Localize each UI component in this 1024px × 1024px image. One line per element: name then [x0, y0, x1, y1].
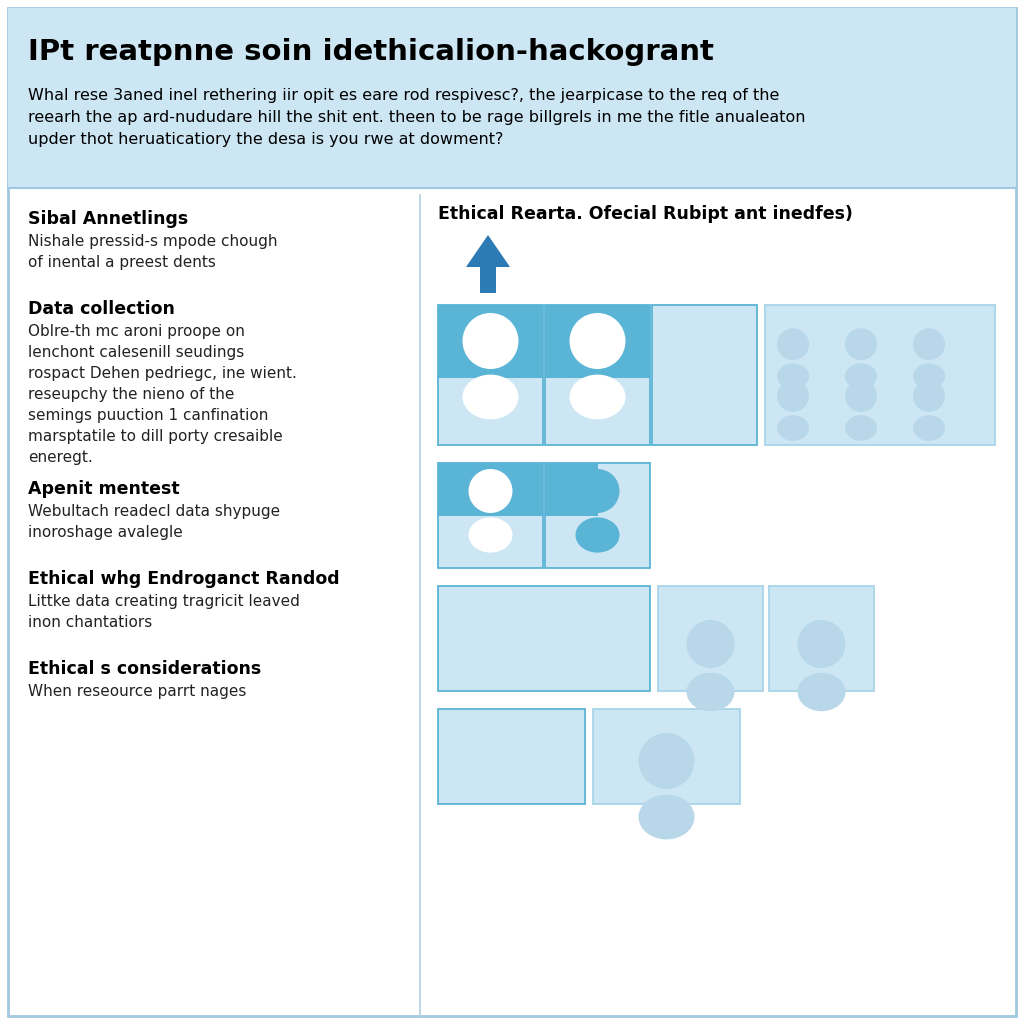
- Circle shape: [845, 380, 877, 412]
- Bar: [545, 305, 650, 445]
- Bar: [593, 709, 740, 804]
- Bar: [765, 305, 995, 445]
- Bar: [652, 305, 757, 445]
- Bar: [438, 463, 543, 515]
- Bar: [438, 709, 585, 804]
- Ellipse shape: [913, 415, 945, 440]
- Ellipse shape: [777, 364, 809, 389]
- Text: IPt reatpnne soin idethicalion-hackogrant: IPt reatpnne soin idethicalion-hackogran…: [28, 38, 714, 66]
- Ellipse shape: [469, 517, 512, 553]
- Circle shape: [798, 620, 846, 668]
- Ellipse shape: [798, 673, 846, 712]
- Bar: [658, 586, 763, 691]
- Ellipse shape: [463, 375, 518, 420]
- Circle shape: [913, 380, 945, 412]
- Bar: [438, 586, 650, 691]
- Text: upder thot heruaticatiory the desa is you rwe at dowment?: upder thot heruaticatiory the desa is yo…: [28, 132, 504, 147]
- Bar: [438, 305, 543, 445]
- Bar: [438, 305, 543, 378]
- Circle shape: [686, 620, 734, 668]
- Ellipse shape: [686, 673, 734, 712]
- Text: reearh the ap ard-nududare hill the shit ent. theen to be rage billgrels in me t: reearh the ap ard-nududare hill the shit…: [28, 110, 806, 125]
- Circle shape: [463, 313, 518, 369]
- Text: Ethical whg Endroganct Randod: Ethical whg Endroganct Randod: [28, 570, 340, 588]
- Text: Sibal Annetlings: Sibal Annetlings: [28, 210, 188, 228]
- Bar: [545, 463, 650, 568]
- Text: Data collection: Data collection: [28, 300, 175, 318]
- Bar: [545, 305, 650, 378]
- Bar: [545, 463, 597, 515]
- Text: Whal rese 3aned inel rethering iir opit es eare rod respivesc?, the jearpicase t: Whal rese 3aned inel rethering iir opit …: [28, 88, 779, 103]
- Text: Ethical Rearta. Ofecial Rubipt ant inedfes): Ethical Rearta. Ofecial Rubipt ant inedf…: [438, 205, 853, 223]
- Ellipse shape: [845, 364, 877, 389]
- Text: Oblre-th mc aroni proope on
lenchont calesenill seudings
rospact Dehen pedriegc,: Oblre-th mc aroni proope on lenchont cal…: [28, 324, 297, 465]
- Circle shape: [575, 469, 620, 513]
- Text: Webultach readecl data shypuge
inoroshage avalegle: Webultach readecl data shypuge inoroshag…: [28, 504, 281, 540]
- Ellipse shape: [777, 415, 809, 440]
- Ellipse shape: [569, 375, 626, 420]
- Ellipse shape: [639, 795, 694, 840]
- Text: Ethical s considerations: Ethical s considerations: [28, 660, 261, 678]
- Circle shape: [569, 313, 626, 369]
- Text: Nishale pressid-s mpode chough
of inental a preest dents: Nishale pressid-s mpode chough of inenta…: [28, 234, 278, 270]
- Ellipse shape: [913, 364, 945, 389]
- Circle shape: [639, 733, 694, 790]
- Polygon shape: [466, 234, 510, 293]
- Circle shape: [469, 469, 512, 513]
- Circle shape: [777, 380, 809, 412]
- Bar: [8, 8, 1016, 188]
- Bar: [438, 463, 543, 568]
- Ellipse shape: [845, 415, 877, 440]
- Bar: [769, 586, 874, 691]
- Text: Littke data creating tragricit leaved
inon chantatiors: Littke data creating tragricit leaved in…: [28, 594, 300, 630]
- Circle shape: [913, 329, 945, 360]
- Circle shape: [777, 329, 809, 360]
- Circle shape: [845, 329, 877, 360]
- Text: When reseource parrt nages: When reseource parrt nages: [28, 684, 247, 699]
- Text: Apenit mentest: Apenit mentest: [28, 480, 179, 498]
- Ellipse shape: [575, 517, 620, 553]
